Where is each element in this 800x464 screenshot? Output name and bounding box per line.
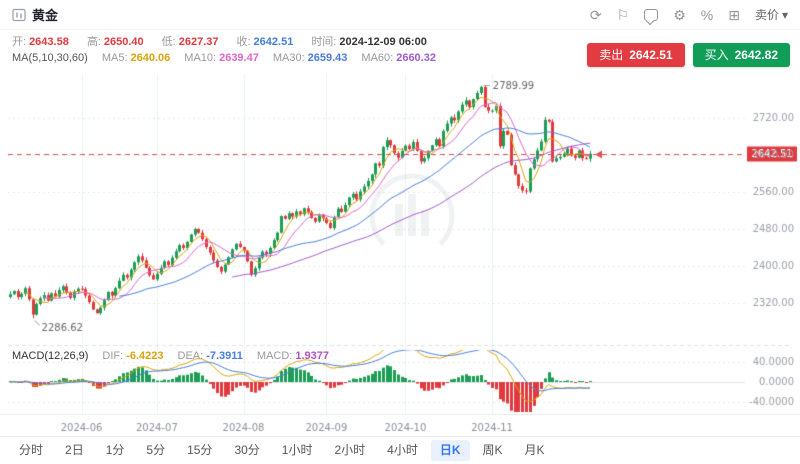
buy-button-label: 买入 [704,48,729,62]
macd-item-0: DIF: -6.4223 [102,350,164,362]
macd-item-2: MACD: 1.9377 [256,350,330,362]
title-bar: 黄金 ⟳ ⚐ ⚙ % ⊞ 卖价 ▾ [0,0,800,30]
grid-icon[interactable]: ⊞ [728,6,740,23]
percent-icon[interactable]: % [700,6,714,23]
ma-item-2: MA30: 2659.43 [272,52,348,64]
period-tab-15分[interactable]: 15分 [178,440,221,460]
quote-field-1: 高: 2650.40 [86,36,144,48]
buy-button-price: 2642.82 [734,48,778,62]
flag-icon[interactable]: ⚐ [616,6,630,23]
period-tab-1分[interactable]: 1分 [97,440,134,460]
comment-icon[interactable] [644,8,659,21]
refresh-icon[interactable]: ⟳ [589,6,602,23]
macd-header-prefix: MACD(12,26,9) [12,350,89,362]
trade-buttons: 卖出 2642.51 买入 2642.82 [587,43,790,67]
ma-item-3: MA60: 2660.32 [361,52,436,64]
header-icon-row: ⟳ ⚐ ⚙ % ⊞ 卖价 ▾ [590,8,788,22]
ma-item-0: MA5: 2640.06 [101,52,171,64]
price-chart-canvas[interactable] [0,66,800,436]
sell-price-menu[interactable]: 卖价 ▾ [755,9,788,21]
quote-field-2: 低: 2627.37 [161,36,219,48]
ma-legend: MA(5,10,30,60) MA5: 2640.06 MA10: 2639.47 MA… [12,52,436,64]
period-tab-周K[interactable]: 周K [474,440,512,460]
sell-button-label: 卖出 [599,48,624,62]
period-tab-4小时[interactable]: 4小时 [378,440,427,460]
chevron-down-icon: ▾ [781,7,788,22]
period-toolbar: 分时 2日 1分 5分 15分 30分 1小时 2小时 4小时 日K 周K 月K [0,436,800,464]
quote-field-3: 收: 2642.51 [236,36,294,48]
period-tab-2日[interactable]: 2日 [56,440,93,460]
period-tab-5分[interactable]: 5分 [137,440,174,460]
ma-legend-prefix: MA(5,10,30,60) [12,52,88,64]
period-tab-2小时[interactable]: 2小时 [325,440,374,460]
gear-icon[interactable]: ⚙ [673,6,686,23]
ma-item-1: MA10: 2639.47 [184,52,259,64]
quote-field-0: 开: 2643.58 [12,36,69,48]
page-title: 黄金 [32,8,59,23]
sell-button-price: 2642.51 [629,48,673,62]
buy-button[interactable]: 买入 2642.82 [692,43,790,67]
period-tab-1小时[interactable]: 1小时 [273,440,322,460]
macd-item-1: DEA: -7.3911 [177,350,243,362]
period-tab-日K[interactable]: 日K [430,440,470,461]
period-tab-月K[interactable]: 月K [516,440,554,460]
sell-button[interactable]: 卖出 2642.51 [587,43,685,67]
quote-row: 开: 2643.58 高: 2650.40 低: 2627.37 收: 2642.51 时间: 2… [12,33,427,49]
period-tab-分时[interactable]: 分时 [10,440,52,460]
macd-header: MACD(12,26,9) DIF: -6.4223 DEA: -7.3911 MACD… [12,350,329,362]
sell-price-menu-label: 卖价 [754,7,779,22]
quote-field-4: 时间: 2024-12-09 06:00 [311,36,427,48]
period-tab-30分[interactable]: 30分 [225,440,268,460]
instrument-icon [12,8,26,22]
